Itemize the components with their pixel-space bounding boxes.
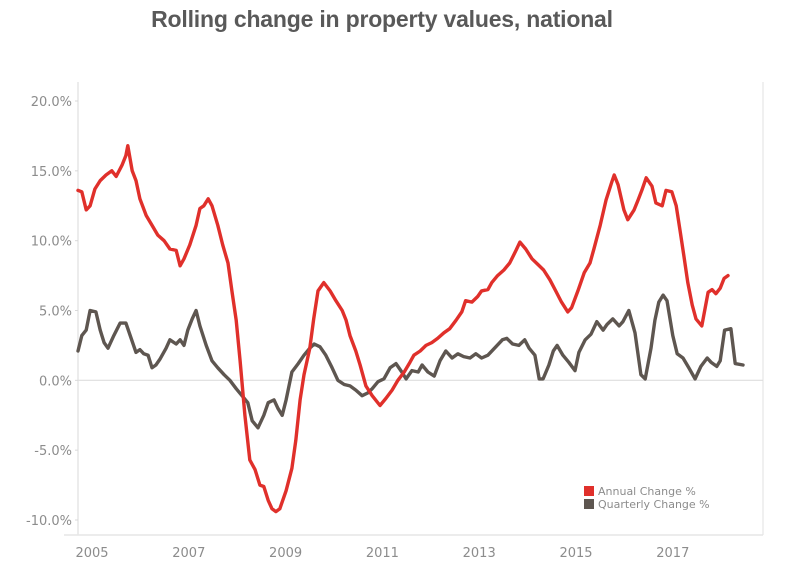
x-tick-label: 2009 — [269, 546, 302, 561]
legend-label-annual: Annual Change % — [598, 485, 696, 498]
x-tick-label: 2011 — [366, 546, 399, 561]
x-tick-label: 2007 — [172, 546, 205, 561]
y-tick-label: 20.0% — [31, 95, 72, 110]
y-tick-label: -10.0% — [26, 514, 72, 529]
x-tick-label: 2005 — [75, 546, 108, 561]
y-tick-label: -5.0% — [34, 444, 72, 459]
chart-title: Rolling change in property values, natio… — [151, 6, 613, 32]
y-axis: 20.0% 15.0% 10.0% 5.0% 0.0% -5.0% -10.0% — [26, 95, 78, 529]
y-tick-label: 5.0% — [39, 305, 72, 320]
x-axis: 2005 2007 2009 2011 2013 2015 2017 — [75, 546, 689, 561]
y-tick-label: 0.0% — [39, 374, 72, 389]
x-tick-label: 2017 — [656, 546, 689, 561]
series-line-annual — [76, 144, 730, 514]
legend-swatch-annual — [584, 486, 594, 496]
y-tick-label: 15.0% — [31, 165, 72, 180]
legend-label-quarterly: Quarterly Change % — [598, 498, 710, 511]
y-tick-label: 10.0% — [31, 235, 72, 250]
legend-swatch-quarterly — [584, 499, 594, 509]
x-tick-label: 2015 — [559, 546, 592, 561]
series-group — [76, 144, 745, 514]
x-tick-label: 2013 — [463, 546, 496, 561]
plot-frame — [64, 82, 764, 536]
series-line-quarterly — [76, 293, 745, 430]
legend: Annual Change % Quarterly Change % — [584, 485, 710, 511]
